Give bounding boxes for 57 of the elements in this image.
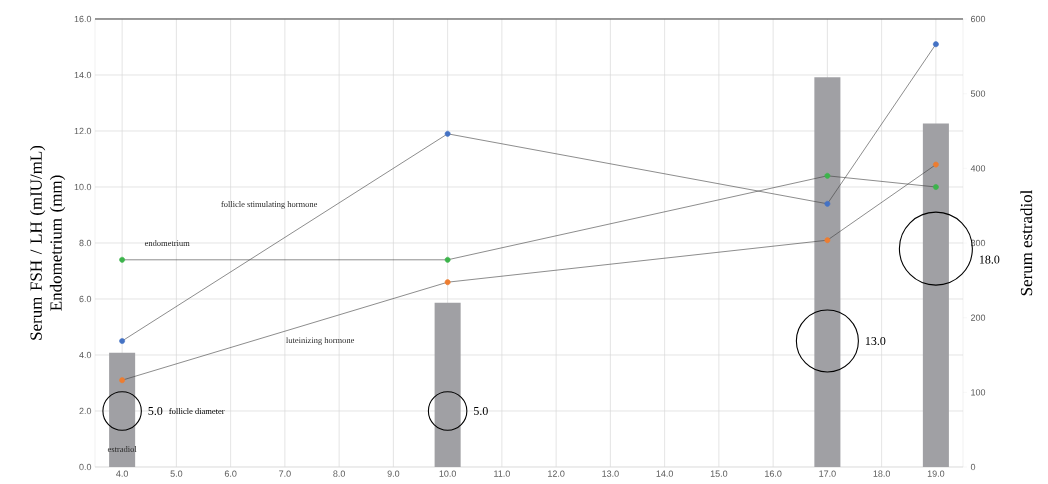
x-tick-label: 4.0 <box>116 470 129 477</box>
series-label: follicle stimulating hormone <box>221 201 318 209</box>
bar <box>814 77 841 467</box>
x-tick-label: 17.0 <box>819 470 836 477</box>
x-tick-label: 19.0 <box>927 470 945 477</box>
x-tick-label: 12.0 <box>548 470 565 477</box>
x-tick-label: 13.0 <box>602 470 619 477</box>
y2-tick-label: 100 <box>971 389 986 396</box>
y-tick-label: 8.0 <box>79 239 92 247</box>
point <box>444 130 451 137</box>
bar <box>922 123 949 467</box>
point <box>444 256 451 263</box>
x-tick-label: 14.0 <box>656 470 674 477</box>
x-tick-label: 7.0 <box>279 470 291 477</box>
data-label: 5.0 <box>148 406 163 416</box>
y-tick-label: 12.0 <box>74 127 92 135</box>
y2-tick-label: 0 <box>970 463 976 471</box>
point <box>824 237 831 244</box>
y-tick-label: 16.0 <box>74 15 92 23</box>
x-tick-label: 9.0 <box>387 470 400 477</box>
y-tick-label: 14.0 <box>74 71 92 79</box>
x-tick-label: 10.0 <box>439 470 457 477</box>
data-label: 5.0 <box>474 406 488 416</box>
y-tick-label: 4.0 <box>79 351 92 359</box>
point <box>932 41 939 48</box>
series-label: endometrium <box>144 240 190 246</box>
y2-axis-title: Serum estradiol <box>1020 189 1033 296</box>
point <box>119 377 126 384</box>
data-label: 13.0 <box>865 336 886 346</box>
text: follicle diameter <box>169 407 225 415</box>
y-axis-title: Serum FSH / LH (mIU/mL) Endometrium (mm) <box>29 145 66 340</box>
y-tick-label: 2.0 <box>79 407 92 415</box>
y-tick-label: 6.0 <box>79 295 92 303</box>
bar <box>434 302 461 467</box>
point <box>119 338 126 344</box>
y-tick-label: 0.0 <box>79 463 92 471</box>
y-tick-label: 10.0 <box>74 183 92 191</box>
x-tick-label: 11.0 <box>494 470 510 477</box>
x-tick-label: 6.0 <box>224 470 237 477</box>
point <box>932 184 939 190</box>
y2-tick-label: 400 <box>970 165 986 172</box>
point <box>444 279 451 286</box>
y2-tick-label: 200 <box>970 314 986 321</box>
point <box>119 256 126 263</box>
series-label: luteinizing hormone <box>286 337 355 345</box>
data-label: 18.0 <box>979 255 1000 264</box>
bar <box>109 352 136 467</box>
x-tick-label: 15.0 <box>710 470 728 477</box>
x-tick-label: 18.0 <box>873 470 891 477</box>
y2-tick-label: 500 <box>970 90 986 97</box>
point <box>824 172 831 179</box>
point <box>824 200 831 207</box>
point <box>932 161 939 168</box>
y2-tick-label: 600 <box>970 15 986 23</box>
x-tick-label: 8.0 <box>333 470 346 477</box>
x-tick-label: 5.0 <box>170 470 183 477</box>
x-tick-label: 16.0 <box>765 470 782 477</box>
